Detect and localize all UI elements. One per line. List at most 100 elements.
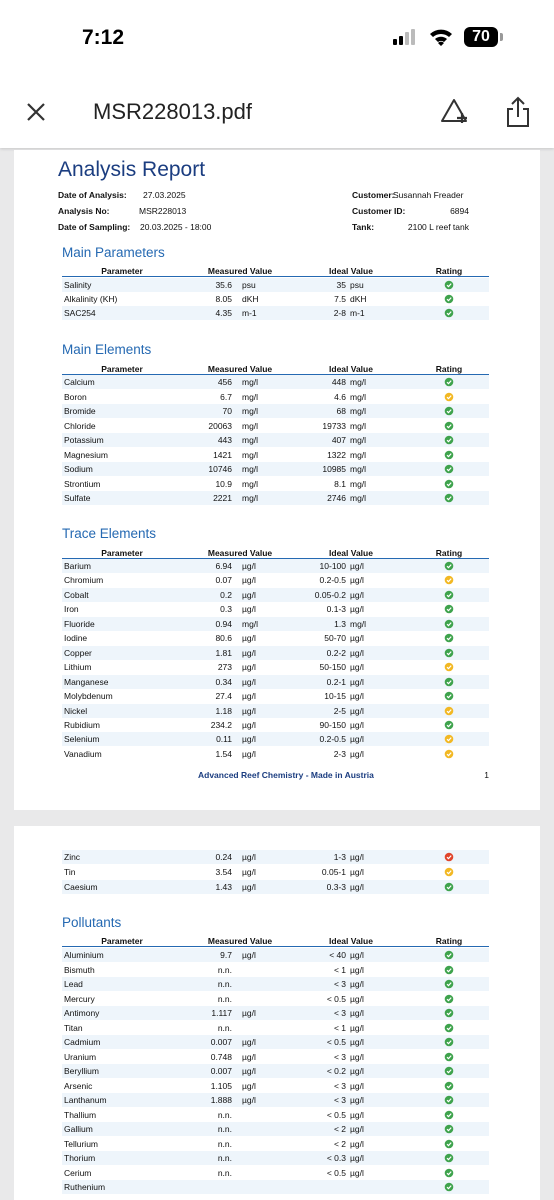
measured-value: 443 <box>217 435 232 445</box>
rating-icon <box>444 1139 454 1148</box>
markup-button[interactable] <box>440 97 472 127</box>
parameter: Ruthenium <box>64 1182 106 1192</box>
measured-unit: mg/l <box>242 493 259 503</box>
rating-icon <box>444 1066 454 1076</box>
parameter: Caesium <box>64 881 98 892</box>
ideal-unit: mg/l <box>350 493 367 503</box>
ideal-value: 2-8 <box>333 308 346 319</box>
parameter: Manganese <box>64 676 109 687</box>
parameter: Titan <box>64 1022 83 1033</box>
ideal-unit: mg/l <box>350 435 367 445</box>
ideal-unit: µg/l <box>350 881 364 892</box>
parameter: Magnesium <box>64 449 108 460</box>
parameter: Bromide <box>64 406 96 416</box>
ideal-value: 35 <box>336 280 346 290</box>
measured-value: 70 <box>222 406 232 416</box>
ideal-unit: mg/l <box>350 391 367 402</box>
header-line <box>62 276 489 277</box>
ideal-unit: psu <box>350 280 364 290</box>
ideal-value: 68 <box>336 406 346 416</box>
measured-unit: psu <box>242 280 256 290</box>
ideal-value: 2746 <box>327 493 346 503</box>
rating-icon <box>444 735 454 744</box>
table-header: Ideal Value <box>329 936 373 946</box>
measured-unit: dKH <box>242 294 259 305</box>
page-number: 1 <box>484 770 489 780</box>
section-title: Main Elements <box>62 342 152 357</box>
measured-value: 1.105 <box>210 1080 232 1091</box>
ideal-unit: mg/l <box>350 406 367 416</box>
parameter: Bismuth <box>64 964 95 975</box>
measured-value: n.n. <box>217 1138 232 1149</box>
table-header: Ideal Value <box>329 364 373 374</box>
row-background <box>62 948 489 962</box>
parameter: Cobalt <box>64 589 89 600</box>
meta-value: 2100 L reef tank <box>407 222 469 232</box>
parameter: Chromium <box>64 575 104 586</box>
measured-value: 3.54 <box>215 866 232 877</box>
table-header: Ideal Value <box>329 548 373 558</box>
parameter: Uranium <box>64 1051 97 1062</box>
ideal-value: 8.1 <box>334 478 346 489</box>
ideal-value: 2-3 <box>333 748 346 759</box>
rating-icon <box>444 1052 454 1061</box>
ideal-unit: µg/l <box>350 1037 364 1047</box>
rating-icon <box>444 377 454 387</box>
ideal-unit: µg/l <box>350 1080 364 1091</box>
ideal-unit: mg/l <box>350 618 367 629</box>
measured-value: 6.94 <box>215 561 232 571</box>
rating-icon <box>444 662 454 672</box>
row-background <box>62 879 489 894</box>
measured-unit: µg/l <box>242 1037 256 1047</box>
ideal-value: 50-150 <box>319 662 346 673</box>
measured-unit: mg/l <box>242 449 259 460</box>
rating-icon <box>444 1124 454 1134</box>
close-button[interactable] <box>25 101 47 123</box>
rating-icon <box>444 294 454 304</box>
measured-value: 0.2 <box>220 589 232 600</box>
table-header: Measured Value <box>207 364 273 374</box>
row-background <box>62 977 489 991</box>
ideal-value: 0.3-3 <box>326 881 346 892</box>
measured-unit: µg/l <box>242 866 256 877</box>
ideal-unit: µg/l <box>350 647 364 658</box>
rating-icon <box>444 867 454 877</box>
measured-value: 0.11 <box>216 734 232 745</box>
rating-icon <box>444 590 454 600</box>
rating-icon <box>444 882 454 891</box>
measured-unit: mg/l <box>242 420 259 431</box>
row-background <box>62 1006 489 1020</box>
ideal-unit: µg/l <box>350 950 364 960</box>
parameter: Thallium <box>64 1109 97 1120</box>
parameter: Potassium <box>64 435 104 445</box>
measured-value: 35.6 <box>215 280 232 290</box>
measured-value: n.n. <box>217 964 232 975</box>
ideal-unit: µg/l <box>350 1138 364 1149</box>
parameter: Nickel <box>64 705 88 716</box>
share-button[interactable] <box>505 95 531 129</box>
row-background <box>62 674 489 689</box>
row-background <box>62 1151 489 1165</box>
ideal-unit: µg/l <box>350 979 364 989</box>
parameter: Mercury <box>64 993 95 1004</box>
measured-unit: µg/l <box>242 1008 256 1018</box>
row-background <box>62 404 489 418</box>
ideal-unit: µg/l <box>350 866 364 877</box>
rating-icon <box>444 1023 454 1032</box>
ideal-value: < 0.2 <box>326 1066 346 1076</box>
ideal-value: < 40 <box>329 950 346 960</box>
measured-unit: mg/l <box>242 464 259 474</box>
measured-value: 0.007 <box>210 1037 232 1047</box>
table-header: Parameter <box>101 364 143 374</box>
ideal-value: < 1 <box>333 964 346 975</box>
ideal-unit: µg/l <box>350 589 364 600</box>
ideal-value: 50-70 <box>324 633 346 644</box>
ideal-unit: µg/l <box>350 604 364 615</box>
ideal-value: < 3 <box>333 1080 346 1091</box>
rating-icon <box>444 561 454 571</box>
measured-value: 4.35 <box>215 308 232 319</box>
parameter: SAC254 <box>64 308 96 319</box>
rating-icon <box>444 1182 454 1192</box>
measured-unit: µg/l <box>242 852 256 862</box>
ideal-value: 407 <box>331 435 346 445</box>
